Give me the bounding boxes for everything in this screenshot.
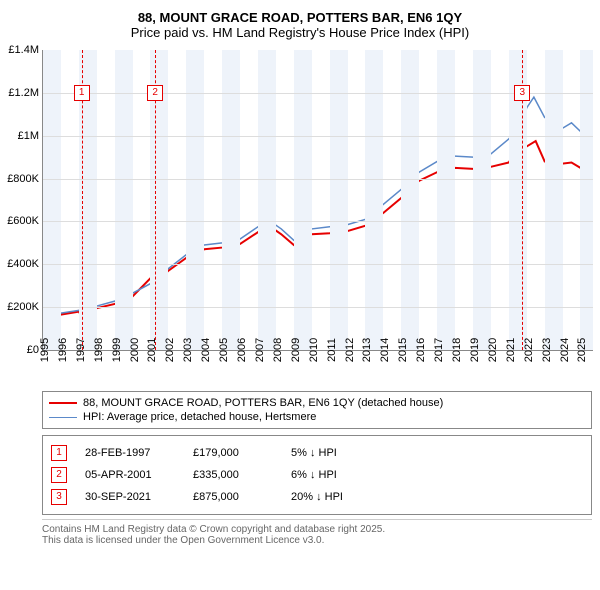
event-delta: 20% ↓ HPI (291, 491, 343, 503)
xtick-label: 2002 (160, 338, 176, 362)
xtick-label: 2008 (268, 338, 284, 362)
gridline (43, 136, 593, 137)
xtick-label: 2003 (178, 338, 194, 362)
xtick-label: 2006 (232, 338, 248, 362)
year-band (580, 50, 593, 350)
title-line-1: 88, MOUNT GRACE ROAD, POTTERS BAR, EN6 1… (0, 10, 600, 25)
event-row-marker: 2 (51, 467, 67, 483)
event-row: 3 30-SEP-2021 £875,000 20% ↓ HPI (51, 486, 583, 508)
xtick-label: 2015 (393, 338, 409, 362)
xtick-label: 1996 (53, 338, 69, 362)
xtick-label: 2012 (340, 338, 356, 362)
footer-line-1: Contains HM Land Registry data © Crown c… (42, 524, 592, 535)
year-band (43, 50, 61, 350)
event-marker-box: 3 (514, 85, 530, 101)
xtick-label: 2025 (572, 338, 588, 362)
legend-swatch (49, 402, 77, 404)
event-price: £179,000 (193, 447, 273, 459)
event-date: 30-SEP-2021 (85, 491, 175, 503)
event-marker-box: 2 (147, 85, 163, 101)
gridline (43, 93, 593, 94)
ytick-label: £200K (7, 301, 43, 313)
legend-row: 88, MOUNT GRACE ROAD, POTTERS BAR, EN6 1… (49, 396, 585, 410)
xtick-label: 1998 (89, 338, 105, 362)
year-band (222, 50, 240, 350)
event-price: £875,000 (193, 491, 273, 503)
xtick-label: 2021 (501, 338, 517, 362)
footer-line-2: This data is licensed under the Open Gov… (42, 535, 592, 546)
event-marker-box: 1 (74, 85, 90, 101)
xtick-label: 2013 (357, 338, 373, 362)
xtick-label: 2023 (537, 338, 553, 362)
legend-label: 88, MOUNT GRACE ROAD, POTTERS BAR, EN6 1… (83, 397, 443, 409)
xtick-label: 2020 (483, 338, 499, 362)
year-band (294, 50, 312, 350)
xtick-label: 2024 (555, 338, 571, 362)
xtick-label: 2011 (322, 338, 338, 362)
xtick-label: 2022 (519, 338, 535, 362)
legend-label: HPI: Average price, detached house, Hert… (83, 411, 316, 423)
legend: 88, MOUNT GRACE ROAD, POTTERS BAR, EN6 1… (42, 391, 592, 429)
year-band (115, 50, 133, 350)
ytick-label: £1.2M (8, 87, 43, 99)
legend-swatch (49, 417, 77, 418)
event-date: 28-FEB-1997 (85, 447, 175, 459)
ytick-label: £400K (7, 258, 43, 270)
title-line-2: Price paid vs. HM Land Registry's House … (0, 25, 600, 40)
xtick-label: 2007 (250, 338, 266, 362)
footer: Contains HM Land Registry data © Crown c… (42, 519, 592, 554)
title-block: 88, MOUNT GRACE ROAD, POTTERS BAR, EN6 1… (0, 0, 600, 40)
legend-row: HPI: Average price, detached house, Hert… (49, 410, 585, 424)
xtick-label: 1995 (35, 338, 51, 362)
ytick-label: £1.4M (8, 44, 43, 56)
xtick-label: 2004 (196, 338, 212, 362)
xtick-label: 2018 (447, 338, 463, 362)
xtick-label: 2000 (125, 338, 141, 362)
year-band (365, 50, 383, 350)
event-row-marker: 3 (51, 489, 67, 505)
xtick-label: 2019 (465, 338, 481, 362)
event-row: 1 28-FEB-1997 £179,000 5% ↓ HPI (51, 442, 583, 464)
event-delta: 5% ↓ HPI (291, 447, 337, 459)
year-band (186, 50, 204, 350)
event-row-marker: 1 (51, 445, 67, 461)
gridline (43, 264, 593, 265)
year-band (401, 50, 419, 350)
ytick-label: £800K (7, 173, 43, 185)
year-band (545, 50, 563, 350)
xtick-label: 2005 (214, 338, 230, 362)
year-band (437, 50, 455, 350)
xtick-label: 2010 (304, 338, 320, 362)
event-price: £335,000 (193, 469, 273, 481)
year-band (473, 50, 491, 350)
year-band (258, 50, 276, 350)
gridline (43, 307, 593, 308)
events-table: 1 28-FEB-1997 £179,000 5% ↓ HPI 2 05-APR-2001… (42, 435, 592, 515)
xtick-label: 2017 (429, 338, 445, 362)
gridline (43, 179, 593, 180)
ytick-label: £1M (18, 130, 43, 142)
xtick-label: 2016 (411, 338, 427, 362)
event-delta: 6% ↓ HPI (291, 469, 337, 481)
xtick-label: 2014 (375, 338, 391, 362)
event-date: 05-APR-2001 (85, 469, 175, 481)
chart-container: 88, MOUNT GRACE ROAD, POTTERS BAR, EN6 1… (0, 0, 600, 554)
ytick-label: £600K (7, 215, 43, 227)
plot-area: £0£200K£400K£600K£800K£1M£1.2M£1.4M19951… (42, 50, 593, 351)
xtick-label: 1999 (107, 338, 123, 362)
gridline (43, 221, 593, 222)
event-row: 2 05-APR-2001 £335,000 6% ↓ HPI (51, 464, 583, 486)
year-band (330, 50, 348, 350)
xtick-label: 1997 (71, 338, 87, 362)
xtick-label: 2009 (286, 338, 302, 362)
